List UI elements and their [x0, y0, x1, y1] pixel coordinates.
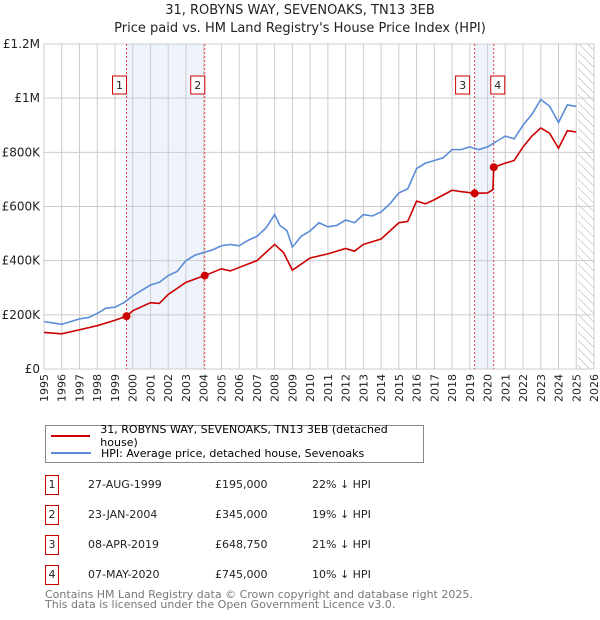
y-tick-label: £600K — [2, 200, 42, 214]
sale-price: £195,000 — [215, 478, 268, 491]
legend-item-price: 31, ROBYNS WAY, SEVENOAKS, TN13 3EB (det… — [51, 423, 423, 449]
sale-label: 3 — [459, 79, 466, 92]
x-tick-label: 2009 — [286, 374, 299, 402]
y-tick-label: £1M — [14, 91, 40, 105]
y-tick-label: £800K — [2, 145, 42, 159]
x-tick-label: 1997 — [73, 374, 86, 402]
price-paid-line — [43, 126, 577, 335]
y-tick-label: £200K — [2, 308, 42, 322]
sale-number: 2 — [45, 505, 59, 525]
sale-hpi-diff: 10% ↓ HPI — [312, 568, 371, 581]
x-tick-label: 2008 — [269, 374, 282, 402]
sale-row: 2 23-JAN-2004 £345,000 19% ↓ HPI — [45, 505, 465, 525]
sale-label-box — [455, 75, 471, 95]
x-tick-label: 2024 — [553, 374, 566, 402]
x-tick-label: 2020 — [482, 374, 495, 402]
sale-price: £745,000 — [215, 568, 268, 581]
sale-label-box — [190, 75, 206, 95]
x-tick-label: 2023 — [535, 374, 548, 402]
sale-date: 07-MAY-2020 — [88, 568, 160, 581]
x-tick-label: 2004 — [198, 374, 211, 402]
x-tick-label: 2011 — [322, 374, 335, 402]
sale-hpi-diff: 21% ↓ HPI — [312, 538, 371, 551]
footer: Contains HM Land Registry data © Crown c… — [45, 588, 473, 611]
x-tick-label: 2005 — [215, 374, 228, 402]
sale-label-box — [112, 75, 127, 95]
x-tick-label: 1999 — [109, 374, 122, 402]
x-tick-label: 2010 — [304, 374, 317, 402]
x-tick-label: 2015 — [393, 374, 406, 402]
sale-price: £648,750 — [215, 538, 268, 551]
sale-date: 08-APR-2019 — [88, 538, 160, 551]
legend-item-hpi: HPI: Average price, detached house, Seve… — [51, 445, 364, 461]
sale-point — [489, 163, 498, 172]
x-tick-label: 1996 — [56, 374, 69, 402]
x-tick-label: 2000 — [127, 374, 140, 402]
sale-hpi-diff: 22% ↓ HPI — [312, 478, 371, 491]
sale-date: 27-AUG-1999 — [88, 478, 162, 491]
x-tick-label: 2016 — [411, 374, 424, 402]
plot-frame — [43, 43, 595, 370]
legend: 31, ROBYNS WAY, SEVENOAKS, TN13 3EB (det… — [45, 423, 424, 463]
sale-label: 4 — [494, 79, 501, 92]
sale-price: £345,000 — [215, 508, 268, 521]
sale-point — [122, 312, 131, 321]
sale-number: 1 — [45, 475, 59, 495]
sale-number: 3 — [45, 535, 59, 555]
plot-area: 1995 1996 1997 1998 1999 2000 2001 2002 2003 2004… — [2, 37, 600, 402]
x-tick-label: 2001 — [144, 374, 157, 402]
hpi-line — [43, 98, 577, 326]
x-tick-label: 2007 — [251, 374, 264, 402]
x-tick-label: 2025 — [570, 374, 583, 402]
x-tick-label: 1998 — [91, 374, 104, 402]
chart-title: 31, ROBYNS WAY, SEVENOAKS, TN13 3EB — [165, 3, 435, 18]
x-tick-label: 2021 — [499, 374, 512, 402]
sale-row: 3 08-APR-2019 £648,750 21% ↓ HPI — [45, 535, 465, 555]
x-tick-label: 1995 — [38, 374, 51, 402]
x-tick-label: 2013 — [357, 374, 370, 402]
chart-subtitle: Price paid vs. HM Land Registry's House … — [114, 21, 486, 36]
x-tick-label: 2018 — [446, 374, 459, 402]
x-tick-label: 2012 — [340, 374, 353, 402]
x-tick-label: 2014 — [375, 374, 388, 402]
x-tick-label: 2017 — [428, 374, 441, 402]
sale-number: 4 — [45, 565, 59, 585]
sale-row: 1 27-AUG-1999 £195,000 22% ↓ HPI — [45, 475, 465, 495]
x-tick-label: 2003 — [180, 374, 193, 402]
x-tick-label: 2006 — [233, 374, 246, 402]
sale-row: 4 07-MAY-2020 £745,000 10% ↓ HPI — [45, 565, 465, 585]
y-tick-label: £400K — [2, 254, 42, 268]
y-tick-label: £0 — [25, 362, 40, 376]
x-tick-label: 2022 — [517, 374, 530, 402]
sale-label-box — [490, 75, 506, 95]
y-tick-label: £1.2M — [3, 37, 40, 51]
sale-date: 23-JAN-2004 — [88, 508, 158, 521]
sale-point — [470, 189, 479, 198]
x-tick-label: 2019 — [464, 374, 477, 402]
x-tick-label: 2026 — [588, 374, 600, 402]
sale-point — [200, 271, 209, 280]
sale-label: 1 — [116, 79, 123, 92]
x-tick-label: 2002 — [162, 374, 175, 402]
sale-label: 2 — [194, 79, 201, 92]
sale-hpi-diff: 19% ↓ HPI — [312, 508, 371, 521]
